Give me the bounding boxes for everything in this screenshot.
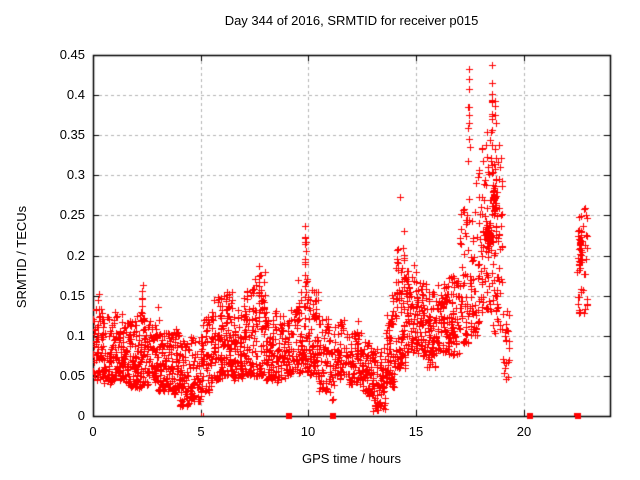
chart-title: Day 344 of 2016, SRMTID for receiver p01… <box>224 13 479 28</box>
y-tick-label: 0.4 <box>66 87 85 102</box>
x-axis-label: GPS time / hours <box>302 451 401 466</box>
x-tick-label: 5 <box>197 424 205 439</box>
y-tick-label: 0 <box>77 408 85 423</box>
y-tick-label: 0.3 <box>66 167 85 182</box>
y-tick-label: 0.45 <box>59 47 85 62</box>
y-tick-label: 0.25 <box>59 207 85 222</box>
y-tick-label: 0.05 <box>59 368 85 383</box>
x-tick-label: 20 <box>516 424 532 439</box>
y-tick-label: 0.35 <box>59 127 85 142</box>
y-tick-label: 0.1 <box>66 328 85 343</box>
x-tick-label: 10 <box>300 424 316 439</box>
y-tick-label: 0.2 <box>66 248 85 263</box>
y-tick-label: 0.15 <box>59 288 85 303</box>
x-tick-label: 0 <box>89 424 97 439</box>
x-tick-label: 15 <box>408 424 424 439</box>
